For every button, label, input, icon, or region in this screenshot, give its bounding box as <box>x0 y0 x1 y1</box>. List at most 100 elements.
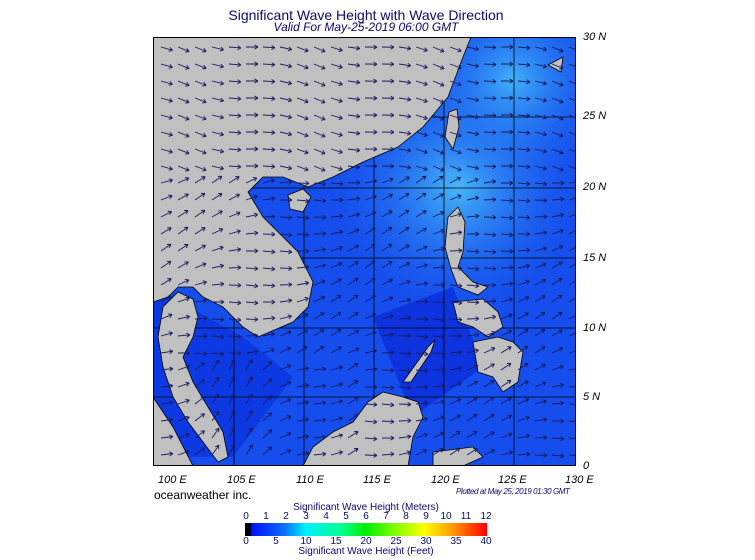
wave-arrow <box>398 147 412 153</box>
wave-arrow <box>313 46 326 53</box>
wave-arrow <box>432 114 445 121</box>
wave-arrow <box>483 62 497 67</box>
wave-arrow <box>466 249 480 255</box>
wave-arrow <box>381 112 395 118</box>
wave-arrow <box>364 78 378 84</box>
wave-arrow <box>245 266 259 272</box>
wave-arrow <box>330 114 343 120</box>
wave-arrow <box>517 79 531 85</box>
wave-arrow <box>483 347 496 354</box>
wave-arrow <box>568 197 576 201</box>
wave-arrow <box>347 431 359 439</box>
wave-arrow <box>500 198 514 204</box>
wave-arrow <box>347 45 361 51</box>
wave-arrow <box>517 312 529 320</box>
lon-label: 115 E <box>363 474 391 486</box>
wave-arrow <box>500 129 514 135</box>
wave-arrow <box>364 227 376 235</box>
wave-arrow <box>177 114 190 121</box>
wave-arrow <box>347 277 359 286</box>
wave-arrow <box>398 79 412 85</box>
wave-arrow <box>160 131 173 137</box>
wave-arrow <box>483 449 496 456</box>
wave-arrow <box>364 452 378 458</box>
wave-arrow <box>228 443 236 456</box>
wave-arrow <box>517 296 530 303</box>
wave-arrow <box>177 314 191 320</box>
colorbar <box>245 523 487 536</box>
wave-arrow <box>415 316 429 322</box>
wave-arrow <box>500 432 513 439</box>
wave-arrow <box>398 130 412 136</box>
wave-arrow <box>364 194 377 201</box>
wave-arrow <box>211 192 223 201</box>
wave-arrow <box>177 398 190 405</box>
wave-arrow <box>449 63 462 70</box>
wave-arrow <box>313 366 327 372</box>
wave-arrow <box>211 427 220 439</box>
wave-arrow <box>347 397 359 405</box>
wave-arrow <box>279 80 293 86</box>
wave-arrow <box>534 311 546 320</box>
wave-arrow <box>245 112 259 118</box>
meter-tick: 12 <box>480 511 492 522</box>
wave-arrow <box>432 350 446 356</box>
wave-arrow <box>551 148 564 155</box>
wave-arrow <box>449 365 463 371</box>
feet-tick: 35 <box>450 536 462 547</box>
wave-arrow <box>296 296 309 303</box>
wave-arrow <box>500 112 514 118</box>
wave-arrow <box>177 243 189 252</box>
wave-arrow <box>381 95 395 101</box>
wave-arrow <box>551 382 565 388</box>
wave-arrow <box>296 148 309 155</box>
wave-arrow <box>568 312 576 320</box>
wave-arrow <box>177 296 190 303</box>
wave-arrow <box>228 130 242 136</box>
wave-arrow <box>330 229 344 235</box>
wave-arrow <box>449 46 462 53</box>
wave-arrow <box>228 392 236 405</box>
wave-arrow <box>483 330 496 337</box>
wave-arrow <box>330 382 343 388</box>
wave-arrow <box>551 46 564 53</box>
wave-arrow <box>211 263 225 269</box>
wave-arrow <box>500 163 514 169</box>
wave-arrow <box>381 332 395 338</box>
wave-arrow <box>398 244 410 252</box>
wave-arrow <box>534 148 547 154</box>
wave-arrow <box>449 333 463 339</box>
wave-arrow <box>347 244 360 252</box>
lat-label: 0 <box>583 460 590 472</box>
wave-arrow <box>517 362 529 371</box>
wave-arrow <box>296 232 310 238</box>
wave-arrow <box>160 227 172 235</box>
wave-arrow <box>517 215 531 221</box>
wave-arrow <box>262 331 276 337</box>
wave-arrow <box>279 314 292 320</box>
wave-arrow <box>177 148 190 155</box>
wave-arrow <box>347 130 361 136</box>
wave-arrow <box>483 164 497 169</box>
wave-arrow <box>177 279 190 286</box>
wave-arrow <box>211 334 225 340</box>
meter-tick: 8 <box>403 511 409 522</box>
meter-tick: 1 <box>263 511 269 522</box>
wave-arrow <box>211 131 224 137</box>
wave-arrow <box>330 148 343 154</box>
wave-arrow <box>211 175 223 184</box>
plotted-at: Plotted at May 25, 2019 01:30 GMT <box>456 487 570 496</box>
wave-arrow <box>500 414 513 422</box>
wave-arrow <box>245 146 259 152</box>
wave-arrow <box>517 164 531 170</box>
wave-arrow <box>381 296 394 303</box>
wave-arrow <box>194 362 205 371</box>
wave-arrow <box>483 379 495 388</box>
wave-arrow <box>245 393 253 405</box>
wave-arrow <box>211 393 220 405</box>
wave-arrow <box>313 312 325 320</box>
wave-arrow <box>330 311 342 320</box>
land-borneo <box>302 391 424 466</box>
wave-arrow <box>160 243 172 252</box>
wave-arrow <box>534 452 548 458</box>
